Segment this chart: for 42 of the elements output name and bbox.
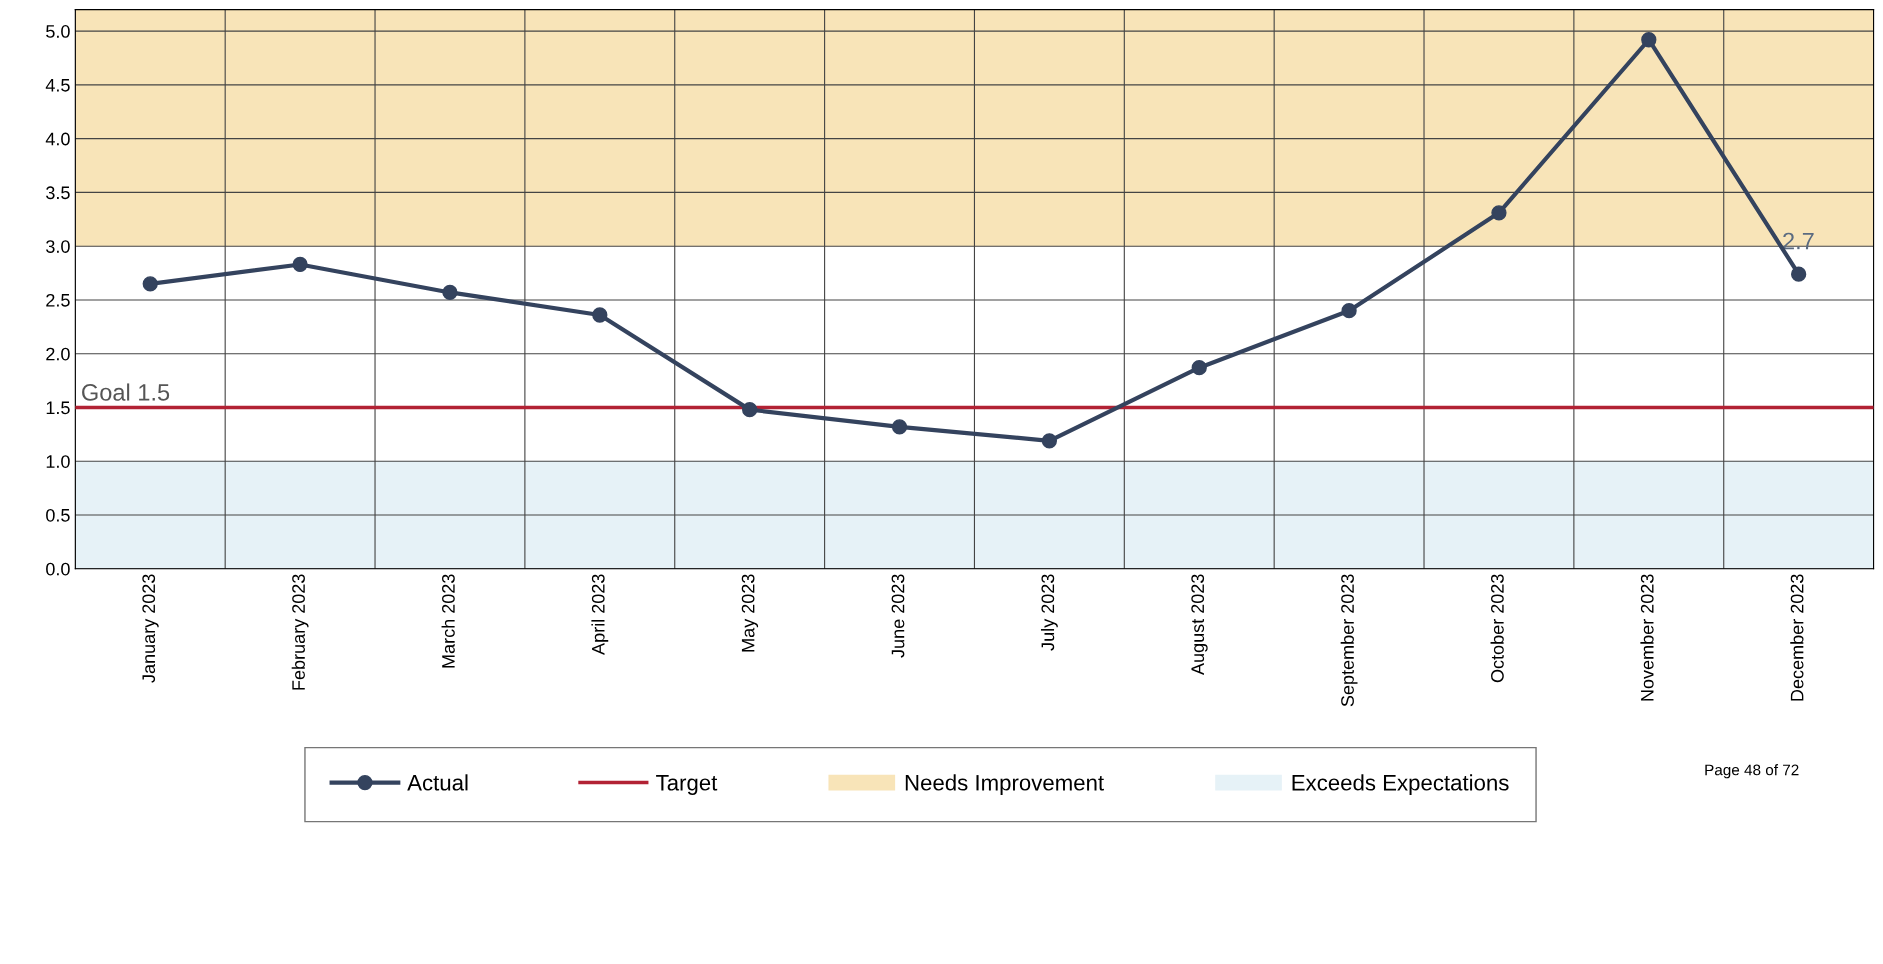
y-tick-label: 0.0: [46, 562, 70, 576]
y-tick-label: 2.0: [46, 347, 70, 361]
x-tick-label: April 2023: [591, 574, 609, 655]
text: Page 48 of 72: [1705, 764, 1799, 779]
x-tick-label: December 2023: [1790, 574, 1804, 701]
annotation: 2.7: [1783, 232, 1814, 250]
y-tick-label: 2.5: [46, 293, 70, 307]
x-tick-label: February 2023: [291, 574, 309, 690]
point: [142, 276, 158, 292]
point: [1791, 266, 1807, 282]
point: [891, 419, 908, 435]
y-tick-label: 4.5: [45, 79, 70, 92]
x-tick-label: July 2023: [1040, 574, 1058, 651]
x-tick-label: March 2023: [441, 574, 455, 668]
legend-label: Target: [656, 775, 718, 795]
point: [292, 256, 308, 273]
y-tick-label: 3.0: [46, 240, 70, 253]
x-tick-label: May 2023: [741, 574, 759, 652]
point: [1491, 205, 1507, 221]
annotation: Goal 1.5: [82, 383, 170, 401]
y-tick-label: 5.0: [46, 25, 70, 38]
y-tick-label: 4.0: [45, 132, 70, 146]
point: [1641, 32, 1657, 48]
legend-label: Actual: [407, 774, 468, 791]
x-tick-label: August 2023: [1191, 574, 1208, 675]
x-tick-label: October 2023: [1490, 574, 1504, 683]
point: [1341, 303, 1357, 319]
legend-label: Exceeds Expectations: [1292, 774, 1509, 795]
y-tick-label: 3.5: [46, 186, 70, 200]
x-tick-label: November 2023: [1640, 574, 1654, 701]
x-tick-label: June 2023: [891, 574, 905, 658]
point: [1041, 433, 1058, 449]
point: [592, 307, 608, 323]
x-tick-label: September 2023: [1340, 574, 1358, 707]
point: [442, 284, 458, 301]
point: [1191, 360, 1207, 376]
y-tick-label: 0.5: [46, 508, 70, 522]
y-tick-label: 1.0: [46, 455, 70, 468]
legend-label: Needs Improvement: [905, 774, 1104, 795]
x-tick-label: January 2023: [142, 574, 159, 683]
point: [742, 401, 758, 418]
y-tick-label: 1.5: [46, 401, 70, 415]
